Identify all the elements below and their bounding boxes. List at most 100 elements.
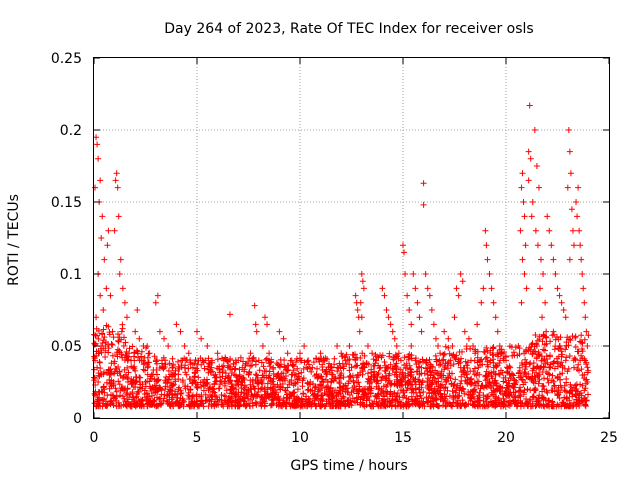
data-point: [397, 357, 404, 364]
data-point: [573, 199, 580, 205]
data-point: [558, 299, 565, 306]
data-point: [198, 335, 205, 342]
data-point: [492, 314, 499, 321]
data-point: [214, 350, 221, 357]
data-point: [356, 328, 363, 335]
data-point: [181, 343, 188, 349]
data-point: [385, 314, 392, 321]
data-point: [451, 314, 458, 321]
data-point: [163, 379, 170, 385]
data-point: [542, 299, 549, 306]
data-point: [420, 201, 427, 208]
data-point: [303, 393, 310, 400]
data-point: [375, 386, 382, 393]
data-point: [292, 371, 299, 378]
data-point: [391, 335, 398, 342]
data-point: [290, 393, 297, 400]
data-point: [161, 335, 168, 342]
data-point: [526, 102, 533, 109]
chart-title: Day 264 of 2023, Rate Of TEC Index for r…: [164, 21, 533, 37]
data-point: [519, 256, 526, 263]
x-tick-labels: 0 5 10 15 20 25: [90, 430, 618, 446]
data-point: [445, 335, 452, 342]
data-point: [428, 307, 435, 313]
data-point: [402, 271, 409, 277]
data-point: [114, 184, 121, 191]
data-point: [124, 379, 131, 385]
data-point: [123, 314, 130, 321]
data-point: [529, 350, 536, 357]
data-point: [218, 379, 225, 385]
data-point: [519, 170, 526, 177]
data-point: [540, 357, 547, 364]
data-point: [98, 371, 105, 378]
data-point: [222, 393, 229, 400]
data-point: [194, 328, 200, 335]
x-tick-label: 5: [193, 430, 202, 446]
data-point: [397, 379, 404, 385]
data-point: [251, 302, 258, 309]
data-point: [517, 227, 524, 234]
y-tick-label: 0: [73, 411, 82, 427]
data-point: [212, 371, 219, 378]
data-point: [463, 379, 470, 385]
data-point: [332, 393, 339, 400]
data-point: [515, 343, 522, 349]
data-point: [224, 364, 231, 371]
data-point: [94, 141, 101, 148]
data-point: [183, 371, 190, 378]
data-point: [150, 386, 157, 393]
x-axis-label: GPS time / hours: [290, 458, 407, 474]
data-point: [196, 393, 203, 400]
data-point: [570, 364, 577, 371]
data-point: [447, 357, 454, 364]
data-point: [352, 292, 359, 299]
data-point: [568, 206, 575, 213]
data-point: [490, 299, 497, 306]
data-point: [560, 307, 567, 313]
data-point: [461, 328, 468, 335]
data-point: [525, 177, 532, 184]
data-point: [583, 328, 590, 335]
data-point: [264, 321, 271, 328]
data-point: [247, 350, 254, 357]
data-point: [430, 371, 437, 378]
data-point: [525, 148, 532, 155]
data-point: [107, 292, 114, 299]
data-point: [566, 148, 573, 155]
data-point: [235, 357, 242, 364]
data-point: [505, 386, 512, 393]
data-point: [577, 357, 584, 364]
data-point: [202, 357, 209, 364]
data-point: [533, 343, 540, 349]
data-point: [416, 314, 423, 321]
data-point: [342, 357, 349, 364]
data-point: [521, 271, 528, 277]
data-point: [377, 364, 384, 371]
data-point: [383, 307, 390, 313]
data-point: [99, 213, 106, 220]
data-point: [113, 170, 120, 177]
data-point: [379, 285, 386, 292]
data-point: [546, 227, 553, 234]
data-point: [97, 177, 104, 184]
data-point: [406, 379, 413, 385]
data-point: [486, 271, 493, 277]
data-point: [334, 343, 341, 349]
data-point: [103, 285, 110, 292]
data-point: [358, 271, 365, 277]
data-point: [490, 364, 497, 371]
data-point: [294, 386, 301, 393]
data-point: [138, 357, 145, 364]
data-point: [132, 328, 139, 335]
data-point: [106, 371, 113, 378]
data-point: [364, 343, 371, 349]
data-point: [540, 271, 547, 277]
data-point: [255, 357, 262, 364]
data-point: [204, 343, 211, 349]
data-point: [357, 299, 364, 306]
data-point: [414, 299, 421, 306]
data-point: [118, 328, 125, 335]
data-point: [404, 292, 411, 299]
